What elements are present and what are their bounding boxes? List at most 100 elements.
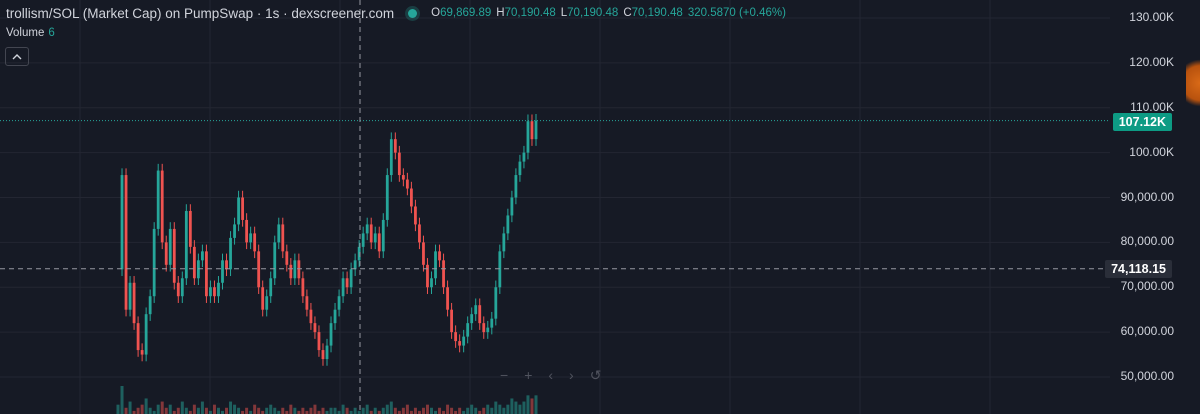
candle-body [430, 278, 433, 288]
volume-bar [176, 407, 180, 414]
candle-body [325, 345, 329, 360]
low-label: L [560, 7, 568, 19]
scroll-right-icon[interactable]: › [569, 367, 574, 383]
change-value: 320.5870 (+0.46%) [687, 7, 786, 19]
volume-bar [530, 398, 534, 414]
candle-body [369, 224, 373, 243]
collapse-legend-button[interactable] [5, 47, 29, 66]
volume-bar [421, 407, 425, 414]
volume-bar [136, 407, 140, 414]
candle-body [269, 278, 273, 297]
volume-bar [329, 407, 333, 414]
volume-bar [261, 410, 265, 414]
volume-bar [353, 407, 357, 414]
scroll-left-icon[interactable]: ‹ [548, 367, 554, 383]
volume-bar [373, 407, 377, 414]
price-axis-tick-label: 110.00K [1130, 99, 1174, 114]
volume-bar [124, 407, 128, 414]
volume-bar [393, 407, 397, 414]
volume-bar [225, 407, 229, 414]
candle-body [454, 332, 458, 342]
volume-bar [458, 407, 462, 414]
volume-bar [277, 410, 281, 414]
volume-bar [397, 410, 401, 414]
candle-body [160, 170, 164, 243]
volume-bar [430, 407, 433, 414]
candle-body [530, 121, 534, 140]
volume-bar [409, 410, 413, 414]
volume-bar [518, 404, 522, 414]
volume-bar [321, 407, 325, 414]
candle-body [229, 237, 232, 270]
volume-bar [120, 386, 124, 414]
volume-bar [425, 404, 429, 414]
volume-bar [413, 407, 417, 414]
volume-bar [450, 407, 454, 414]
price-axis-tick-label: 80,000.00 [1120, 234, 1174, 249]
candle-body [293, 260, 297, 279]
volume-bar [502, 407, 506, 414]
candle-body [405, 179, 409, 189]
candle-body [502, 233, 506, 252]
volume-bar [365, 404, 369, 414]
crosshair-price-badge: 74,118.15 [1105, 260, 1172, 278]
candle-body [506, 215, 510, 234]
volume-bar [132, 410, 136, 414]
high-value: 70,190.48 [504, 7, 556, 19]
volume-bar [345, 407, 349, 414]
volume-bar [446, 404, 450, 414]
volume-bar [221, 410, 224, 414]
price-axis-tick-label: 100.00K [1129, 144, 1174, 159]
volume-bar [313, 404, 317, 414]
candle-body [522, 152, 526, 162]
volume-bar [309, 407, 313, 414]
volume-bar [140, 404, 144, 414]
reset-icon[interactable]: ↺ [589, 367, 602, 383]
candle-body [357, 246, 361, 261]
candle-body [329, 323, 333, 346]
volume-bar [273, 407, 277, 414]
zoom-in-icon[interactable]: + [524, 367, 533, 383]
volume-bar [128, 401, 132, 414]
candle-body [168, 228, 172, 265]
candle-body [265, 296, 269, 310]
volume-bar [482, 407, 486, 414]
candle-body [172, 228, 176, 283]
zoom-out-icon[interactable]: − [500, 367, 509, 383]
close-label: C [623, 7, 632, 19]
volume-label: Volume [6, 27, 45, 39]
volume-value: 6 [48, 27, 55, 39]
volume-bar [245, 407, 249, 414]
candle-body [466, 323, 470, 337]
volume-bar [385, 404, 389, 414]
high-label: H [496, 7, 505, 19]
volume-bar [514, 401, 518, 414]
volume-bar [265, 407, 269, 414]
candle-body [486, 327, 490, 333]
chevron-up-icon [12, 54, 22, 60]
candle-body [289, 264, 293, 279]
volume-bar [208, 410, 212, 414]
candle-body [313, 323, 317, 333]
candle-body [385, 175, 389, 220]
candle-body [349, 269, 353, 288]
candle-body [213, 287, 216, 297]
price-axis-tick-label: 70,000.00 [1120, 279, 1174, 294]
volume-bar [381, 407, 385, 414]
candle-body [281, 224, 285, 252]
volume-bars [116, 386, 538, 414]
volume-bar [144, 398, 148, 414]
volume-bar [401, 407, 405, 414]
candle-body [462, 336, 466, 346]
volume-bar [184, 407, 188, 414]
volume-bar [434, 410, 438, 414]
low-value: 70,190.48 [567, 7, 619, 19]
candle-body [245, 219, 249, 243]
candle-body [180, 278, 184, 297]
candle-body [221, 260, 224, 283]
candle-body [534, 120, 538, 140]
volume-bar [349, 410, 353, 414]
candle-body [273, 242, 277, 279]
volume-bar [534, 395, 538, 414]
